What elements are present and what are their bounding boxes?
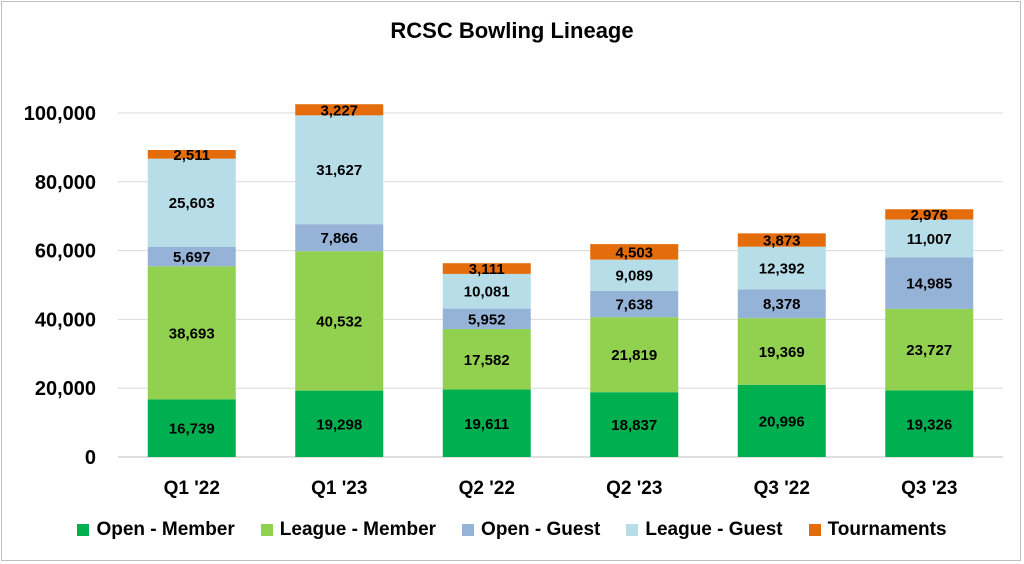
legend-item: Open - Guest — [462, 519, 600, 541]
x-category-label: Q1 '23 — [311, 478, 367, 499]
data-label: 3,227 — [320, 102, 358, 119]
data-label: 10,081 — [464, 284, 510, 301]
bar-segment — [147, 150, 236, 159]
bar-segment — [442, 389, 531, 457]
legend-swatch — [260, 524, 273, 536]
data-label: 7,638 — [615, 297, 653, 314]
data-label: 2,511 — [173, 147, 210, 164]
data-label: 2,976 — [910, 207, 948, 224]
x-category-label: Q3 '23 — [901, 478, 957, 499]
bar-segment — [885, 209, 974, 220]
bar-segment — [737, 233, 826, 247]
data-label: 25,603 — [169, 195, 215, 212]
chart-title: RCSC Bowling Lineage — [390, 18, 634, 43]
data-label: 20,996 — [759, 413, 805, 430]
bar-segment — [885, 219, 974, 258]
bar-segment — [737, 318, 826, 385]
legend-swatch — [462, 524, 475, 536]
bar-segment — [590, 317, 679, 393]
bar-segment — [295, 104, 384, 116]
bar-segment — [885, 257, 974, 309]
data-label: 19,611 — [464, 416, 509, 433]
legend-label: Open - Guest — [481, 519, 601, 540]
data-label: 9,089 — [615, 268, 653, 285]
data-label: 40,532 — [316, 313, 362, 330]
bar-segment — [295, 115, 384, 225]
bar-segment — [590, 290, 679, 318]
data-label: 11,007 — [907, 231, 952, 248]
y-tick-label: 100,000 — [24, 103, 96, 125]
y-tick-label: 0 — [85, 447, 96, 469]
bar-segment — [147, 266, 236, 400]
y-tick-label: 60,000 — [35, 241, 96, 263]
data-label: 16,739 — [169, 421, 215, 438]
bar-segment — [295, 390, 384, 457]
x-category-label: Q2 '22 — [459, 478, 515, 499]
bar-segment — [590, 244, 679, 260]
data-label: 7,866 — [320, 230, 358, 247]
data-label: 21,819 — [611, 347, 657, 364]
data-label: 4,503 — [615, 244, 653, 261]
legend-item: League - Member — [260, 519, 437, 541]
legend-label: League - Guest — [645, 519, 783, 540]
legend-label: League - Member — [279, 519, 437, 540]
data-label: 38,693 — [169, 325, 215, 342]
legend-swatch — [626, 524, 639, 536]
bar-segment — [442, 308, 531, 330]
bar-segment — [885, 390, 974, 457]
data-label: 31,627 — [316, 162, 362, 179]
x-category-label: Q1 '22 — [164, 478, 220, 499]
data-label: 8,378 — [763, 296, 801, 313]
bar-segment — [442, 273, 531, 309]
bar-segment — [442, 329, 531, 390]
legend-swatch — [77, 524, 90, 536]
data-label: 23,727 — [906, 342, 952, 359]
bar-segment — [737, 384, 826, 457]
data-label: 19,326 — [906, 416, 952, 433]
bar-segment — [295, 224, 384, 252]
bar-segment — [442, 263, 531, 274]
data-label: 3,873 — [763, 233, 801, 250]
bar-segment — [147, 246, 236, 267]
x-category-label: Q2 '23 — [606, 478, 662, 499]
data-label: 3,111 — [469, 261, 505, 278]
legend-label: Tournaments — [827, 519, 947, 540]
bar-segment — [295, 251, 384, 391]
y-tick-label: 20,000 — [35, 378, 96, 400]
bar-segment — [590, 259, 679, 291]
data-label: 14,985 — [906, 276, 952, 293]
legend-label: Open - Member — [96, 519, 235, 540]
data-label: 5,697 — [173, 249, 211, 266]
bar-segment — [737, 246, 826, 290]
x-category-label: Q3 '22 — [754, 478, 810, 499]
bar-segment — [147, 158, 236, 247]
data-label: 18,837 — [611, 417, 657, 434]
bar-segment — [885, 308, 974, 391]
legend: Open - Member League - Member Open - Guest… — [0, 519, 1024, 541]
data-label: 17,582 — [464, 352, 510, 369]
bar-segment — [737, 289, 826, 319]
data-label: 5,952 — [468, 311, 506, 328]
legend-item: League - Guest — [626, 519, 783, 541]
data-label: 19,369 — [759, 344, 805, 361]
bar-segment — [590, 392, 679, 457]
legend-item: Tournaments — [808, 519, 947, 541]
legend-item: Open - Member — [77, 519, 235, 541]
data-label: 12,392 — [759, 261, 805, 278]
data-label: 19,298 — [316, 416, 362, 433]
y-tick-label: 80,000 — [35, 172, 96, 194]
y-tick-label: 40,000 — [35, 309, 96, 331]
legend-swatch — [808, 524, 821, 536]
bar-segment — [147, 399, 236, 457]
